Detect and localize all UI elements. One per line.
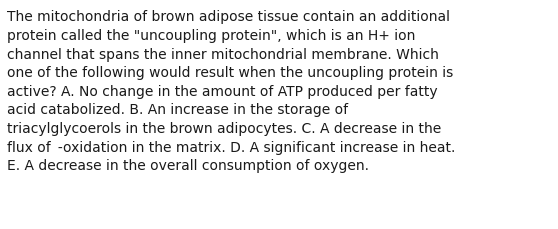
Text: The mitochondria of brown adipose tissue contain an additional
protein called th: The mitochondria of brown adipose tissue… [7,10,456,173]
